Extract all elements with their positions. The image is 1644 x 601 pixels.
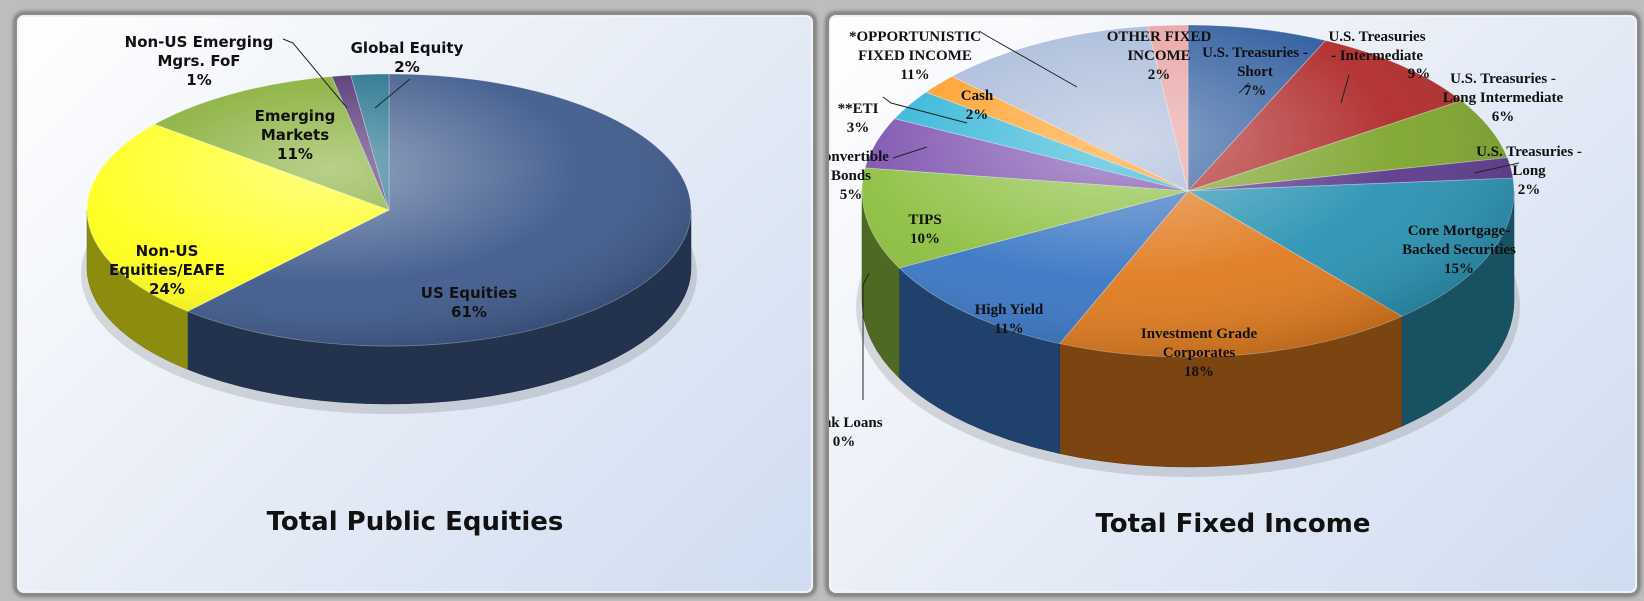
leader-line-u-s-treasuries-short	[1238, 82, 1250, 94]
slice-label-u-s-treasuries-long: U.S. Treasuries -Long	[1476, 144, 1582, 179]
slice-label-bank-loans: Bank Loans	[829, 415, 883, 431]
slice-value-investment-grade-corporates: 18%	[1184, 364, 1214, 380]
slice-value-high-yield: 11%	[994, 321, 1023, 337]
slice-value-emerging-markets: 11%	[277, 145, 313, 163]
slice-value-u-s-treasuries-intermediate: 9%	[1408, 66, 1431, 82]
slice-value-u-s-treasuries-long: 2%	[1518, 182, 1541, 198]
slice-label-u-s-treasuries-intermediate: U.S. Treasuries - Intermediate	[1328, 29, 1425, 64]
leader-line-u-s-treasuries-intermediate	[1340, 74, 1350, 104]
slice-value-convertible-bonds: 5%	[840, 187, 863, 203]
slice-label-us-equities: US Equities	[421, 284, 517, 302]
slice-label-non-us-emerging-mgrs-fof: Non-US Emerging Mgrs. FoF	[125, 33, 274, 70]
slice-value-tips: 10%	[910, 231, 940, 247]
leader-line-eti	[882, 96, 968, 124]
slice-value-u-s-treasuries-short: 7%	[1244, 83, 1267, 99]
leader-line-bank-loans	[862, 272, 870, 400]
slice-label-eti: **ETI	[838, 101, 879, 117]
leader-line-convertible-bonds	[892, 146, 928, 159]
slice-label-convertible-bonds: ConvertibleBonds	[829, 149, 889, 184]
slice-value-opportunistic-fixed-income: 11%	[900, 67, 929, 83]
slice-label-other-fixed-income: OTHER FIXED INCOME	[1107, 29, 1212, 64]
leader-line-u-s-treasuries-long	[1473, 162, 1520, 174]
slice-label-core-mortgage-backed-securities: Core Mortgage-Backed Securities	[1402, 223, 1516, 258]
slice-value-non-us-equities-eafe: 24%	[149, 280, 185, 298]
slice-value-bank-loans: 0%	[833, 434, 856, 450]
fixed-income-chart-panel: U.S. Treasuries -Short 7% U.S. Treasuries -…	[826, 12, 1640, 596]
leader-line-non-us-emerging-mgrs-fof	[282, 38, 348, 109]
leader-line-opportunistic-fixed-income	[978, 30, 1078, 88]
slice-label-opportunistic-fixed-income: *OPPORTUNISTIC FIXED INCOME	[849, 29, 981, 64]
slice-label-emerging-markets: Emerging Markets	[255, 107, 336, 144]
slice-value-core-mortgage-backed-securities: 15%	[1444, 261, 1474, 277]
slice-value-us-equities: 61%	[451, 303, 487, 321]
slice-label-high-yield: High Yield	[975, 302, 1044, 318]
equities-chart-panel: US Equities 61% Non-US Equities/EAFE 24% Emer…	[14, 12, 816, 596]
slice-label-investment-grade-corporates: Investment Grade Corporates	[1141, 326, 1258, 361]
slice-label-tips: TIPS	[908, 212, 941, 228]
slice-label-cash: Cash	[961, 88, 994, 104]
slice-value-other-fixed-income: 2%	[1148, 67, 1171, 83]
fixed-income-chart-title: Total Fixed Income	[1095, 509, 1371, 539]
slice-value-global-equity: 2%	[394, 58, 419, 76]
slice-label-u-s-treasuries-long-intermediate: U.S. Treasuries -Long Intermediate	[1443, 71, 1564, 106]
slice-value-u-s-treasuries-long-intermediate: 6%	[1492, 109, 1515, 125]
slice-label-global-equity: Global Equity	[351, 39, 464, 57]
slice-value-non-us-emerging-mgrs-fof: 1%	[186, 71, 211, 89]
slice-value-eti: 3%	[847, 120, 870, 136]
slice-value-cash: 2%	[966, 107, 989, 123]
slice-label-u-s-treasuries-short: U.S. Treasuries -Short	[1202, 45, 1308, 80]
leader-line-global-equity	[374, 78, 411, 109]
equities-chart-title: Total Public Equities	[266, 507, 564, 537]
fixed-income-pie-chart: U.S. Treasuries -Short 7% U.S. Treasuries -…	[829, 24, 1582, 477]
slice-label-non-us-equities-eafe: Non-US Equities/EAFE	[109, 242, 225, 279]
